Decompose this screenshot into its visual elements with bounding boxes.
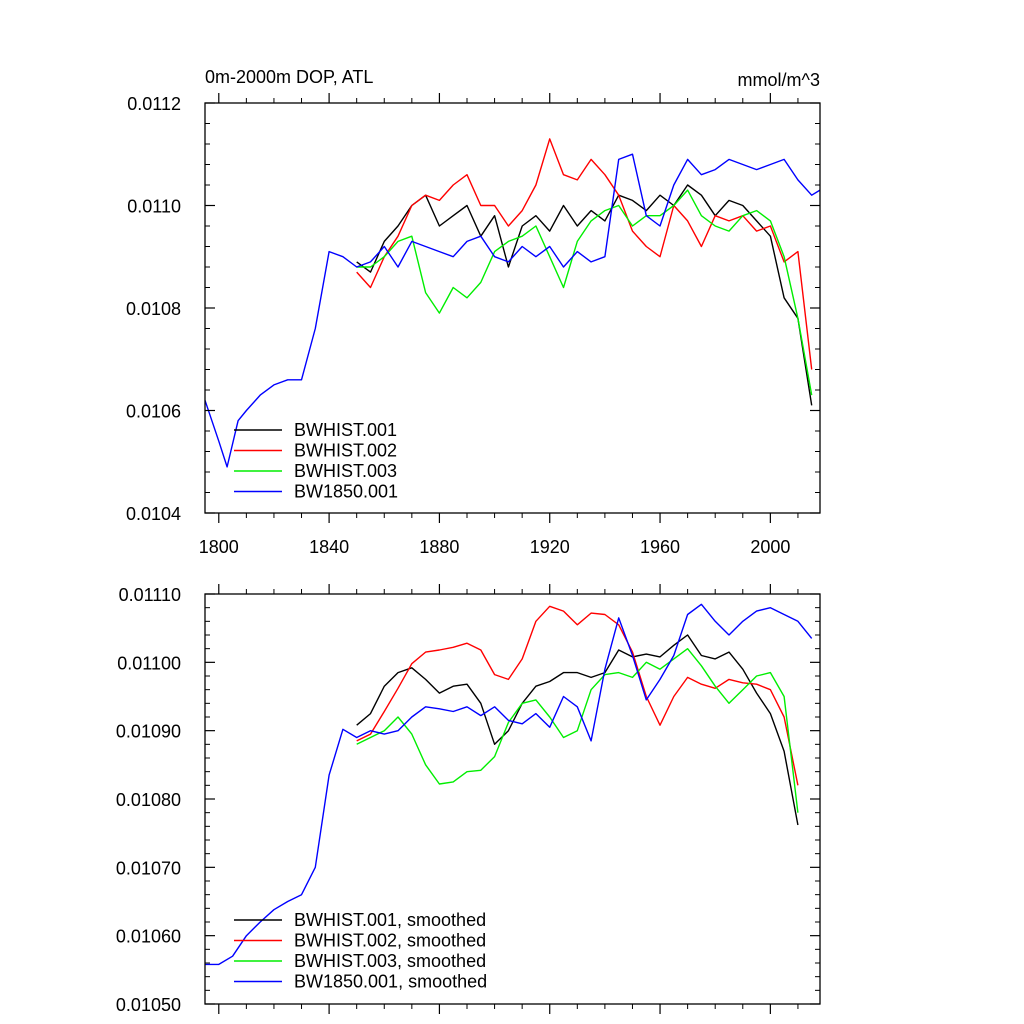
chart-title: 0m-2000m DOP, ATL [205, 67, 373, 87]
bottom-line-chart: 0.01050 0.01060 0.01070 0.01080 0.01090 0.011… [116, 584, 821, 1015]
series-line-2 [356, 138, 813, 370]
y-tick-label: 0.0112 [127, 94, 181, 114]
series-line-1 [356, 184, 813, 406]
legend-label: BW1850.001 [294, 482, 398, 502]
legend-label: BWHIST.003 [294, 461, 397, 481]
y-tick-label: 0.0110 [127, 197, 181, 217]
y-tick-label: 0.0106 [126, 402, 181, 422]
legend-label: BWHIST.003, smoothed [294, 951, 486, 971]
y-tick-label: 0.0108 [126, 299, 181, 319]
legend-label: BWHIST.001, smoothed [294, 910, 486, 930]
bottom-series-group [205, 603, 813, 966]
x-tick-label: 1920 [530, 537, 570, 557]
y-tick-label: 0.01060 [116, 927, 181, 947]
series-line-1 [356, 634, 799, 826]
y-tick-label: 0.01090 [116, 722, 181, 742]
x-tick-label: 1800 [199, 537, 239, 557]
y-tick-label: 0.0104 [126, 504, 181, 524]
series-line-4 [204, 153, 821, 468]
y-tick-label: 0.01100 [117, 653, 181, 673]
series-line-3 [356, 648, 799, 813]
x-tick-label: 1880 [419, 537, 459, 557]
units-label: mmol/m^3 [738, 70, 820, 90]
x-tick-label: 1960 [640, 537, 680, 557]
top-line-chart: 0m-2000m DOP, ATL mmol/m^3 1800 1840 1880 1… [126, 67, 821, 557]
y-tick-label: 0.01080 [116, 790, 181, 810]
legend-label: BW1850.001, smoothed [294, 972, 487, 992]
top-axes: 1800 1840 1880 1920 1960 2000 0.0104 0.0106 0.01… [126, 93, 820, 557]
x-tick-label: 2000 [750, 537, 790, 557]
series-line-4 [205, 603, 813, 966]
series-line-3 [356, 189, 813, 396]
series-line-2 [356, 605, 799, 786]
top-series-group [204, 138, 821, 468]
y-tick-label: 0.01050 [116, 995, 181, 1015]
legend-label: BWHIST.001 [294, 420, 397, 440]
y-tick-label: 0.01110 [119, 585, 181, 605]
legend-label: BWHIST.002, smoothed [294, 931, 486, 951]
legend-label: BWHIST.002 [294, 441, 397, 461]
bottom-axes: 0.01050 0.01060 0.01070 0.01080 0.01090 0.011… [116, 584, 820, 1015]
y-tick-label: 0.01070 [116, 858, 181, 878]
x-tick-label: 1840 [309, 537, 349, 557]
